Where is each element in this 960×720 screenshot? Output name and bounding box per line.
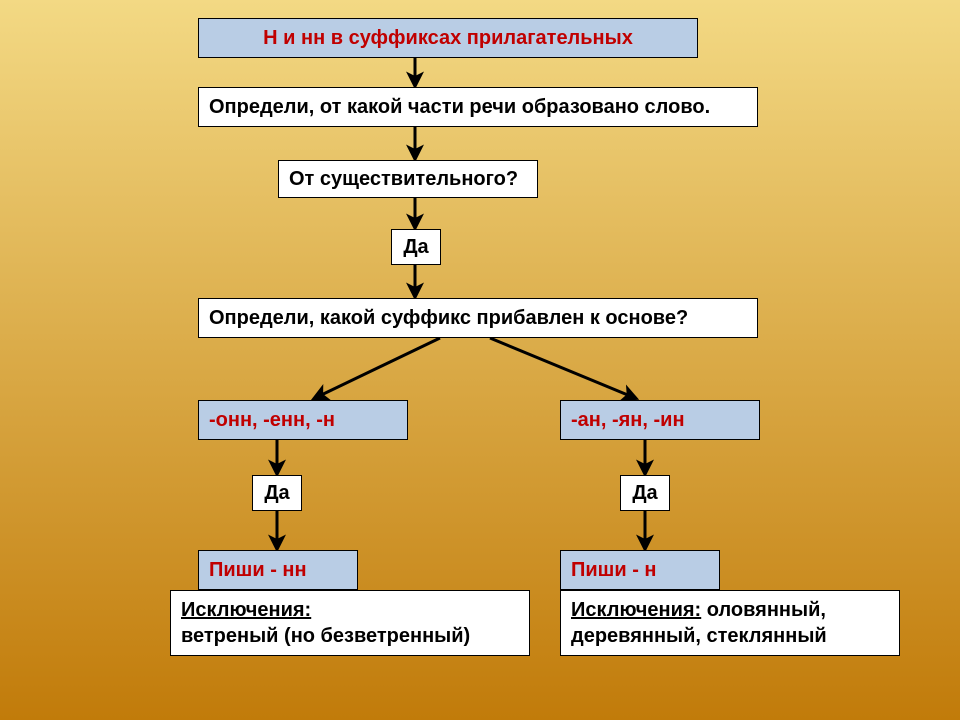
write-nn-text: Пиши - нн — [209, 557, 307, 583]
yes-left-box: Да — [252, 475, 302, 511]
left-suffix-box: -онн, -енн, -н — [198, 400, 408, 440]
yes-left-text: Да — [264, 480, 289, 506]
step2-box: Определи, какой суффикс прибавлен к осно… — [198, 298, 758, 338]
right-suffix-text: -ан, -ян, -ин — [571, 407, 685, 433]
question-noun-text: От существительного? — [289, 166, 518, 192]
step2-text: Определи, какой суффикс прибавлен к осно… — [209, 305, 688, 331]
exception-left-text: Исключения:ветреный (но безветренный) — [181, 597, 470, 649]
write-nn-box: Пиши - нн — [198, 550, 358, 590]
right-suffix-box: -ан, -ян, -ин — [560, 400, 760, 440]
yes-right-box: Да — [620, 475, 670, 511]
title-text: Н и нн в суффиксах прилагательных — [263, 25, 633, 51]
exception-right-box: Исключения: оловянный, деревянный, стекл… — [560, 590, 900, 656]
step1-text: Определи, от какой части речи образовано… — [209, 94, 710, 120]
yes-1-box: Да — [391, 229, 441, 265]
yes-right-text: Да — [632, 480, 657, 506]
write-n-text: Пиши - н — [571, 557, 657, 583]
left-suffix-text: -онн, -енн, -н — [209, 407, 335, 433]
yes-1-text: Да — [403, 234, 428, 260]
write-n-box: Пиши - н — [560, 550, 720, 590]
exception-left-box: Исключения:ветреный (но безветренный) — [170, 590, 530, 656]
question-noun-box: От существительного? — [278, 160, 538, 198]
exception-right-text: Исключения: оловянный, деревянный, стекл… — [571, 597, 827, 649]
step1-box: Определи, от какой части речи образовано… — [198, 87, 758, 127]
title-box: Н и нн в суффиксах прилагательных — [198, 18, 698, 58]
